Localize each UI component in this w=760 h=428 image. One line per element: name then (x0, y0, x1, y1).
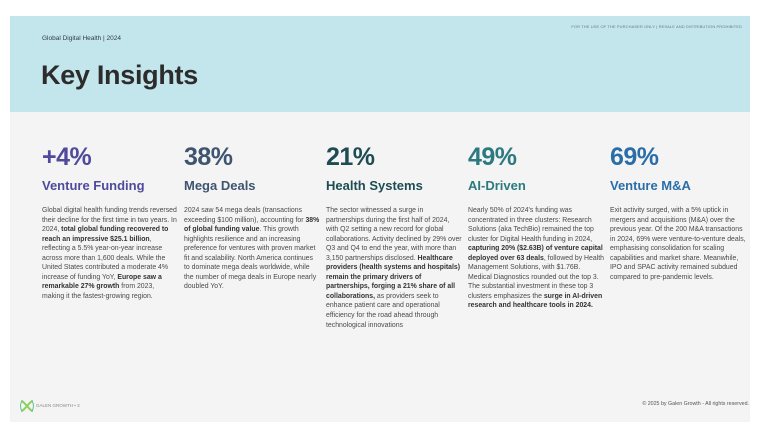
highlight-text: capturing 20% ($2.63B) of venture capita… (468, 245, 603, 262)
insight-column: 49% AI-Driven Nearly 50% of 2024's funding… (468, 142, 604, 311)
insight-value: 49% (468, 143, 517, 171)
insight-label: Mega Deals (184, 178, 256, 193)
header-band: FOR THE USE OF THE PURCHASER ONLY | RESA… (10, 16, 750, 112)
description-text: Global digital health funding trends rev… (42, 207, 177, 234)
description-text: Exit activity surged, with a 5% uptick i… (610, 207, 746, 281)
breadcrumb: Global Digital Health | 2024 (42, 35, 122, 42)
description-text: as providers seek to enhance patient car… (326, 292, 440, 329)
insight-value: +4% (42, 143, 92, 171)
insight-label: Health Systems (326, 178, 423, 193)
usage-notice: FOR THE USE OF THE PURCHASER ONLY | RESA… (571, 24, 742, 29)
insight-label: Venture M&A (610, 178, 691, 193)
description-text: Nearly 50% of 2024's funding was concent… (468, 207, 594, 243)
insight-description: Nearly 50% of 2024's funding was concent… (468, 206, 604, 311)
description-text: , followed by Health Management Solution… (468, 254, 604, 300)
highlight-text: 38% of global funding value (184, 216, 320, 234)
insight-column: +4% Venture Funding Global digital health … (42, 142, 178, 301)
description-text: . This growth highlights resilience and … (184, 226, 317, 291)
insight-value: 69% (610, 143, 659, 171)
insight-description: Global digital health funding trends rev… (42, 206, 178, 301)
highlight-text: Healthcare providers (health systems and… (326, 254, 461, 300)
highlight-text: Europe saw a remarkable 27% growth (42, 273, 162, 291)
insight-description: 2024 saw 54 mega deals (transactions exc… (184, 206, 320, 292)
insight-label: Venture Funding (42, 178, 145, 193)
galen-growth-logo-icon (20, 400, 34, 412)
description-text: 2024 saw 54 mega deals (transactions exc… (184, 207, 306, 224)
copyright: © 2025 by Galen Growth - All rights rese… (642, 401, 749, 407)
insight-description: The sector witnessed a surge in partners… (326, 206, 462, 330)
insight-label: AI-Driven (468, 178, 526, 193)
insight-column: 69% Venture M&A Exit activity surged, with… (610, 142, 746, 282)
highlight-text: surge in AI-driven research and healthca… (468, 292, 603, 310)
page-title: Key Insights (41, 60, 198, 90)
insight-column: 38% Mega Deals 2024 saw 54 mega deals (tra… (184, 142, 320, 292)
description-text: from 2023, making it the fastest-growing… (42, 283, 155, 300)
description-text: The sector witnessed a surge in partners… (326, 207, 462, 262)
insight-column: 21% Health Systems The sector witnessed a … (326, 142, 462, 330)
insight-value: 21% (326, 143, 375, 171)
description-text: , reflecting a 5.5% year-on-year increas… (42, 235, 169, 281)
insight-value: 38% (184, 143, 233, 171)
highlight-text: total global funding recovered to reach … (42, 226, 169, 243)
insights-panel: +4% Venture Funding Global digital health … (10, 112, 750, 422)
footer-page-label: GALEN GROWTH • 3 (36, 403, 80, 408)
insight-description: Exit activity surged, with a 5% uptick i… (610, 206, 746, 282)
